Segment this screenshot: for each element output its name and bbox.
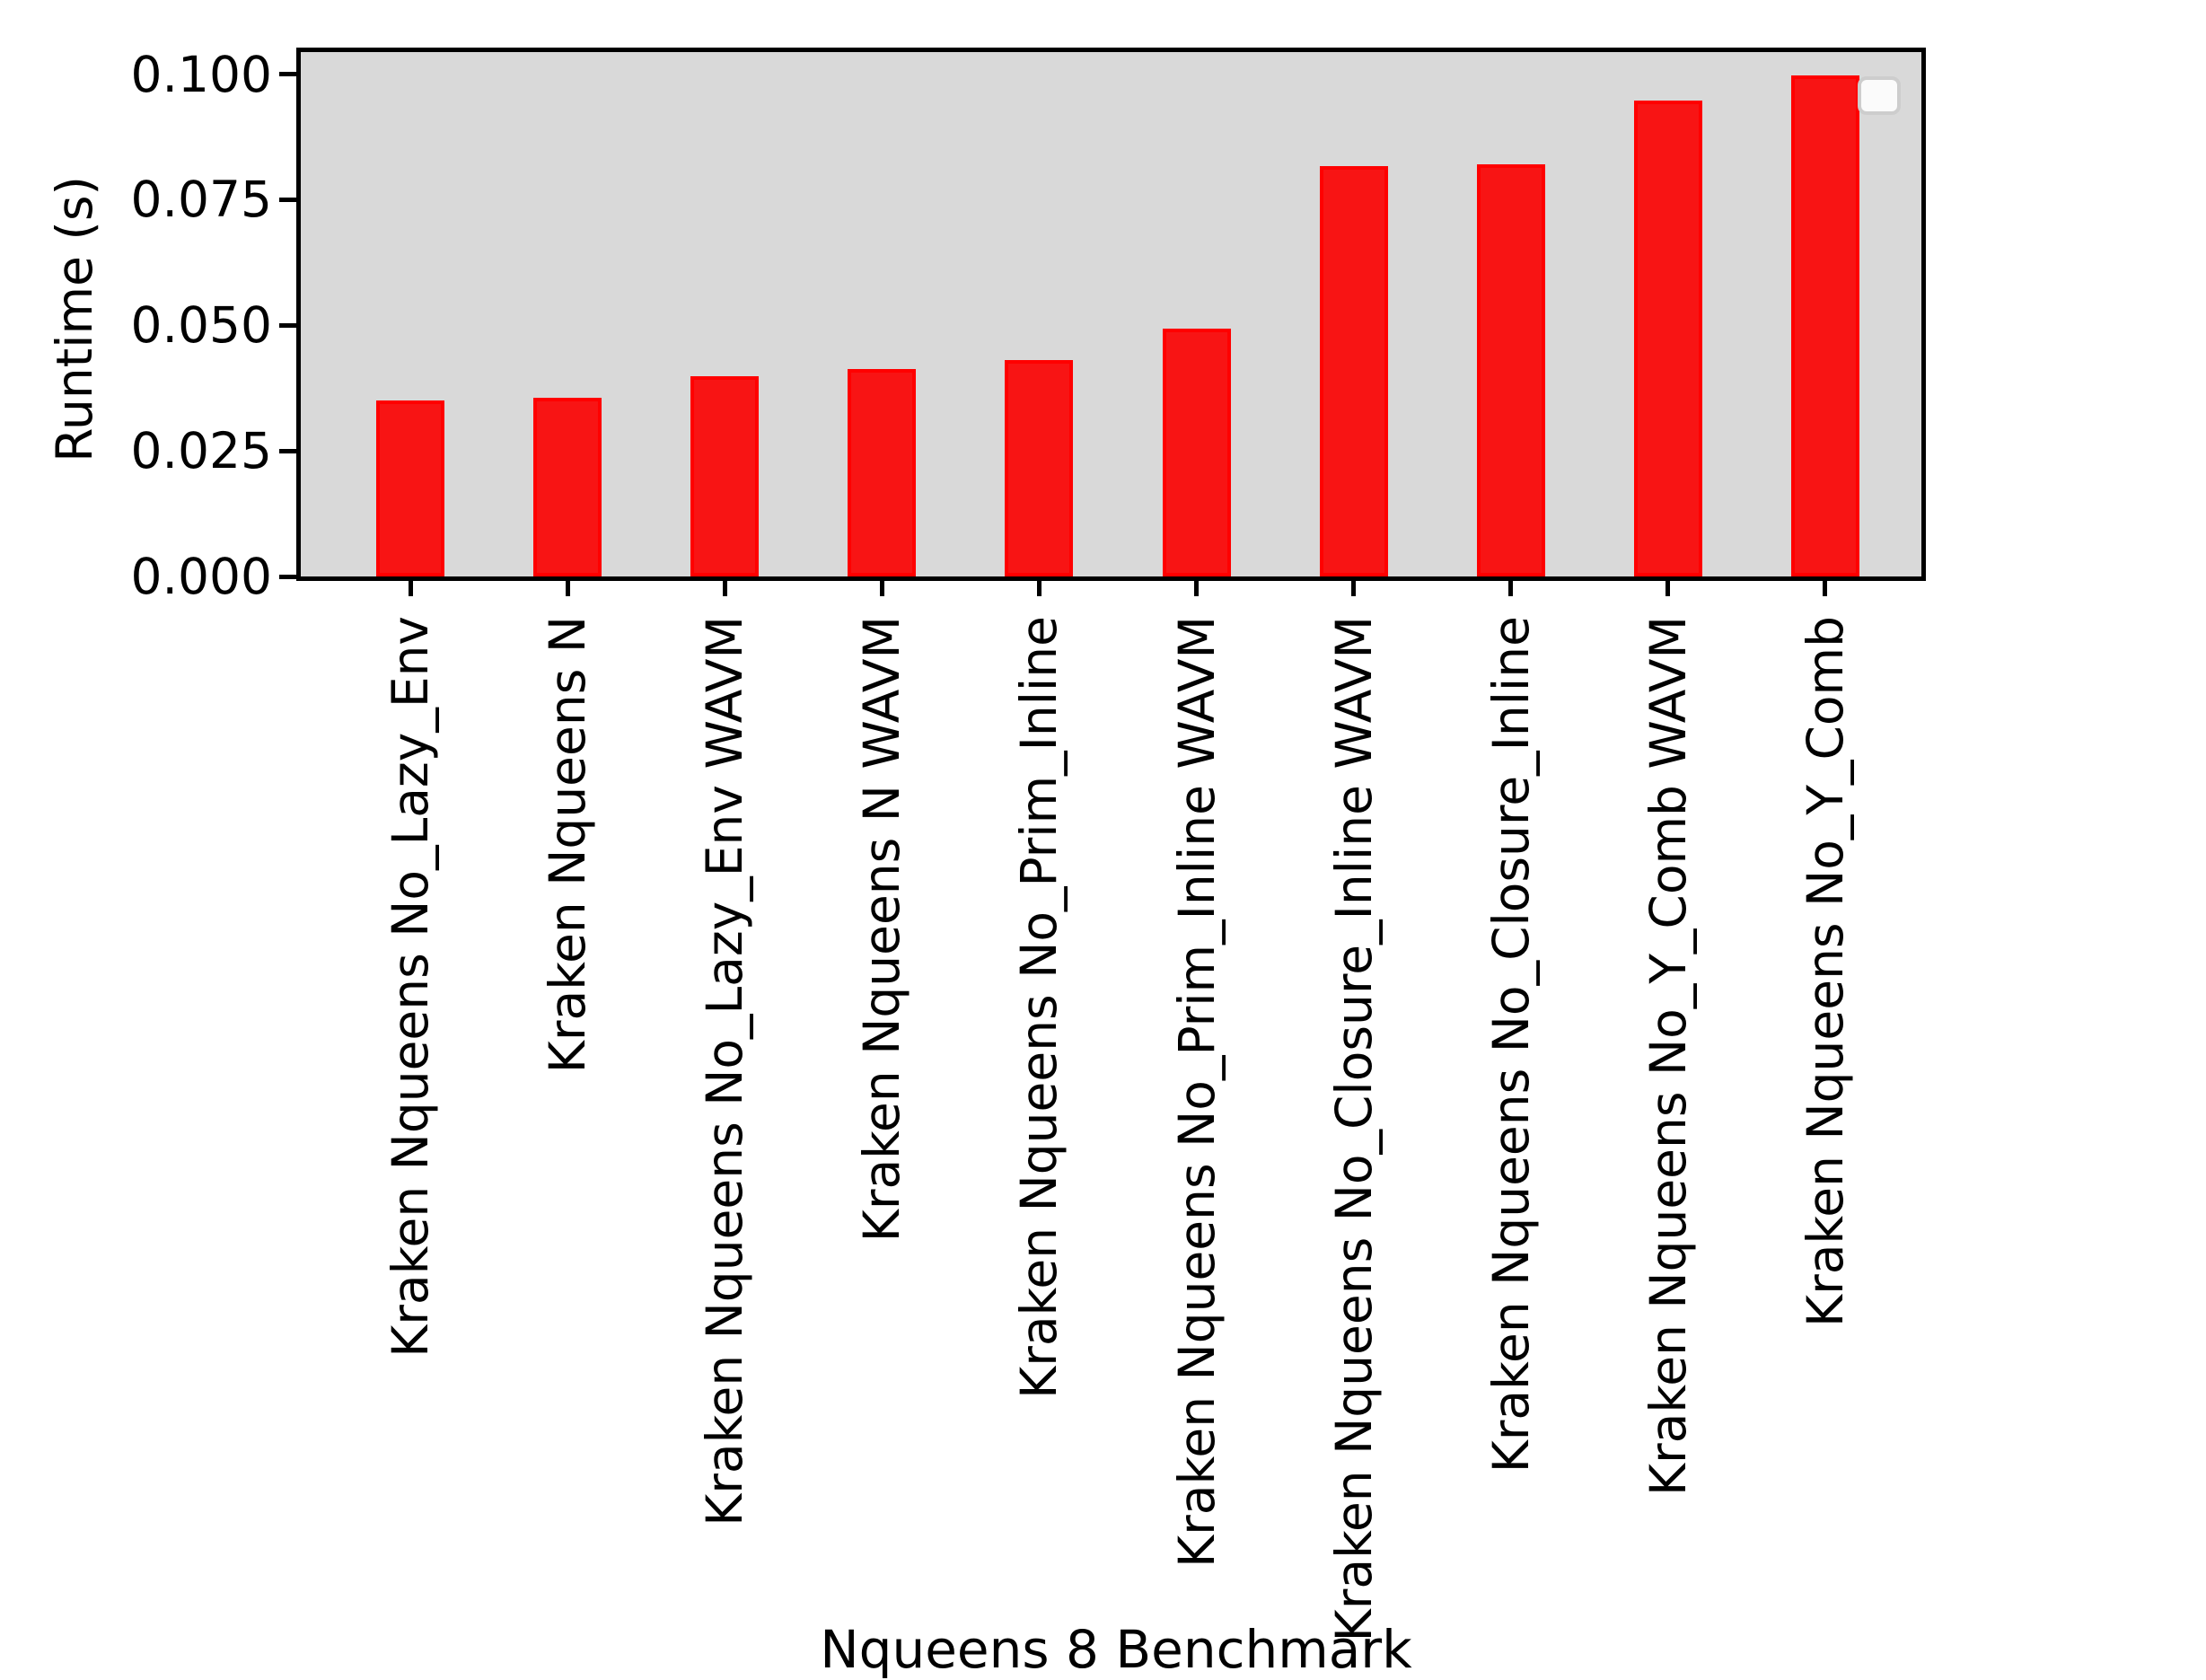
x-tick — [1194, 581, 1199, 596]
x-tick — [1351, 581, 1357, 596]
y-tick-label: 0.000 — [130, 548, 272, 605]
x-tick — [722, 581, 727, 596]
x-tick — [1036, 581, 1041, 596]
y-tick — [279, 574, 297, 579]
y-tick-label: 0.025 — [130, 422, 272, 480]
x-tick-label: Kraken Nqueens No_Closure_Inline WAVM — [1324, 616, 1383, 1642]
x-tick — [408, 581, 413, 596]
bar — [1476, 164, 1545, 576]
x-tick-label: Kraken Nqueens No_Lazy_Env — [382, 616, 439, 1358]
x-tick-label: Kraken Nqueens No_Lazy_Env WAVM — [696, 616, 754, 1526]
y-tick-label: 0.075 — [130, 171, 272, 229]
y-tick — [279, 72, 297, 76]
bar — [1319, 166, 1388, 576]
legend-box — [1858, 76, 1901, 115]
x-tick-label: Kraken Nqueens No_Y_Comb WAVM — [1639, 616, 1697, 1497]
x-tick-label: Kraken Nqueens No_Prim_Inline — [1010, 616, 1068, 1399]
x-tick — [1508, 581, 1514, 596]
x-tick — [1823, 581, 1828, 596]
bar — [848, 369, 917, 576]
y-tick-label: 0.100 — [130, 45, 272, 103]
bar — [1633, 101, 1702, 576]
y-tick-label: 0.050 — [130, 296, 272, 355]
bar — [376, 400, 444, 576]
y-axis-label: Runtime (s) — [46, 176, 103, 462]
x-tick — [879, 581, 884, 596]
y-tick — [279, 448, 297, 453]
y-tick — [279, 197, 297, 202]
x-axis-title: Nqueens 8 Benchmark — [820, 1619, 1412, 1680]
x-tick-label: Kraken Nqueens No_Prim_Inline WAVM — [1167, 616, 1226, 1568]
y-tick — [279, 322, 297, 328]
bar — [1162, 329, 1231, 576]
x-tick — [1665, 581, 1671, 596]
bar — [1005, 360, 1074, 576]
x-tick-label: Kraken Nqueens N WAVM — [853, 616, 911, 1243]
bar — [533, 398, 602, 576]
x-tick-label: Kraken Nqueens No_Closure_Inline — [1481, 616, 1540, 1473]
bar — [690, 376, 760, 576]
bar — [1790, 75, 1859, 576]
x-tick-label: Kraken Nqueens No_Y_Comb — [1796, 616, 1854, 1327]
x-tick-label: Kraken Nqueens N — [539, 616, 597, 1074]
x-tick — [565, 581, 570, 596]
